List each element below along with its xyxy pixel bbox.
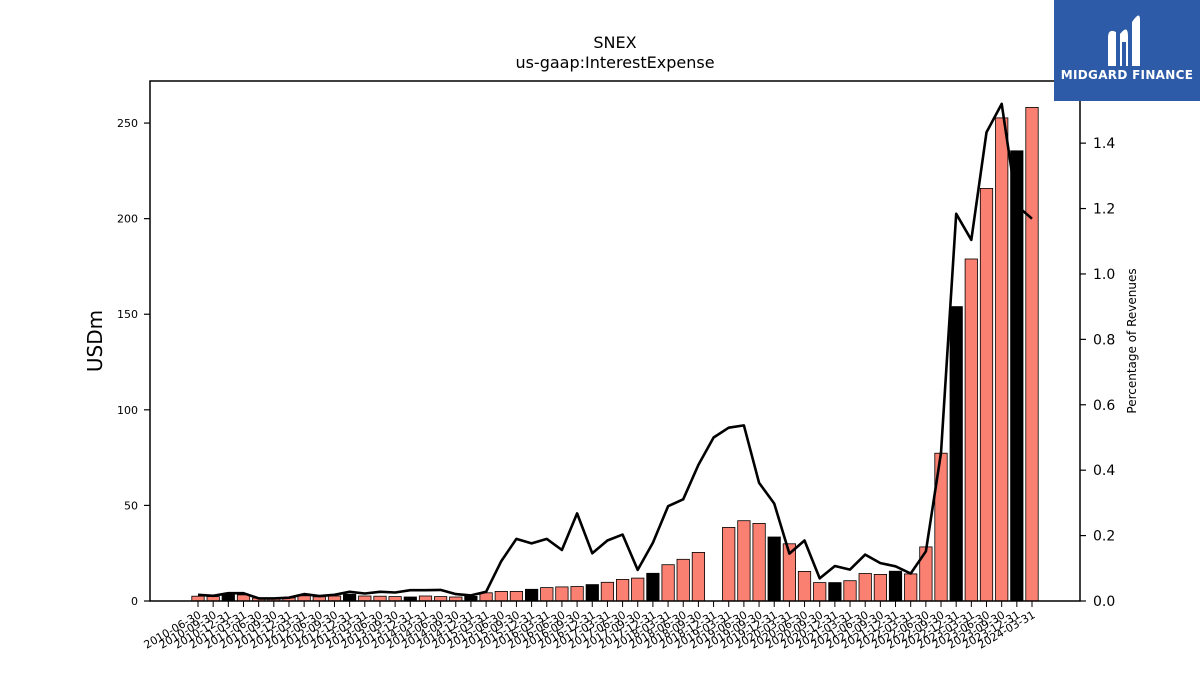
left-axis: 0 50 100 150 200 250 [117,117,150,608]
bar-2015-12-31 [525,588,539,602]
midgard-logo-icon [1108,15,1140,67]
bar-series [191,107,1039,602]
right-tick-label: 0.0 [1093,594,1115,610]
bar-2020-06-30 [797,571,812,602]
left-tick-label: 200 [117,213,138,226]
plot-frame [149,80,1081,602]
bar-2019-03-31 [722,527,736,602]
right-tick-label: 0.8 [1093,332,1115,348]
percentage-line [197,102,1033,600]
chart-subtitle: us-gaap:InterestExpense [515,53,715,72]
bar-2021-06-30 [858,573,872,602]
bar-2023-09-30 [995,117,1009,602]
bar-2015-06-30 [494,591,508,602]
bar-2022-06-30 [919,546,933,602]
left-tick-label: 250 [117,117,138,130]
bar-2016-09-30 [570,586,584,602]
right-tick-label: 1.2 [1093,202,1115,218]
midgard-finance-logo: MIDGARD FINANCE [1054,0,1200,101]
bar-2020-12-31 [828,582,842,602]
bar-2021-09-30 [873,574,888,602]
bar-2023-12-31 [1010,150,1024,602]
bar-2022-03-31 [904,573,918,602]
bar-2012-12-31 [342,593,357,602]
bar-2016-06-30 [555,586,569,602]
left-tick-label: 50 [124,499,138,512]
right-axis: 0.0 0.2 0.4 0.6 0.8 1.0 1.2 1.4 [1080,136,1115,610]
y-axis-label: USDm [83,310,107,372]
y2-axis-label: Percentage of Revenues [1125,268,1139,413]
bar-2015-09-30 [509,591,524,602]
right-tick-label: 0.4 [1093,463,1115,479]
x-axis: 2010-06-302010-09-302010-12-312011-03-31… [142,601,1038,652]
bar-2017-09-30 [631,577,645,602]
left-tick-label: 100 [117,404,138,417]
bar-2022-12-31 [949,306,963,602]
bar-2024-03-31 [1025,107,1039,602]
bar-2017-06-30 [616,579,630,602]
bar-2020-09-30 [813,582,827,602]
right-tick-label: 0.2 [1093,529,1115,545]
bar-2016-12-31 [585,584,599,602]
bar-2012-03-31 [297,595,311,602]
left-tick-label: 150 [117,308,138,321]
bar-2017-12-31 [646,572,660,602]
chart-title: SNEX [593,33,637,52]
bar-2021-03-31 [843,580,857,602]
right-tick-label: 1.4 [1093,136,1115,152]
bar-2018-06-30 [676,558,690,602]
right-tick-label: 1.0 [1093,267,1115,283]
bar-2019-12-31 [767,536,781,602]
bar-2018-09-30 [691,552,706,602]
bar-2016-03-31 [540,587,554,602]
bar-2021-12-31 [888,570,903,602]
bar-2023-06-30 [979,187,994,602]
bar-2023-03-31 [964,258,978,602]
bar-2017-03-31 [600,581,615,602]
bar-2019-06-30 [737,520,751,602]
bar-2019-09-30 [752,523,766,602]
bar-2018-03-31 [661,564,675,602]
right-tick-label: 0.6 [1093,398,1115,414]
logo-text: MIDGARD FINANCE [1060,68,1194,82]
left-tick-label: 0 [131,595,138,608]
